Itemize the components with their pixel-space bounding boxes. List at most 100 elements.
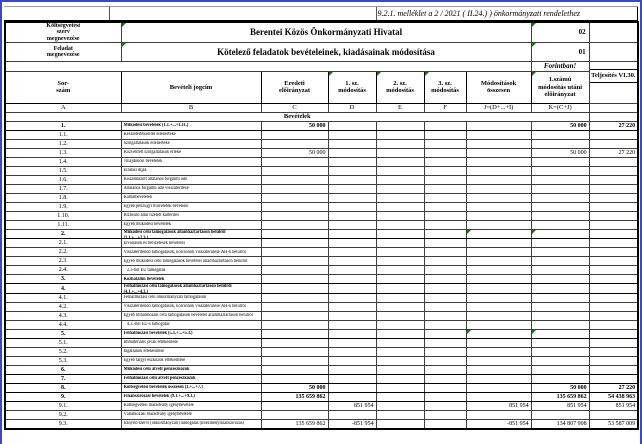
cell-mod3[interactable] xyxy=(423,293,467,304)
cell-eredeti[interactable] xyxy=(260,256,329,267)
cell-mod3[interactable] xyxy=(423,174,467,185)
cell-mod-total[interactable] xyxy=(465,410,532,421)
row-label-cell[interactable]: Egyéb működési bevételek xyxy=(120,219,262,230)
cell-mod1[interactable] xyxy=(327,228,377,240)
org-code[interactable]: 02 xyxy=(530,21,590,43)
cell-teljesites[interactable] xyxy=(588,293,639,304)
row-label-cell[interactable]: Felhalmozási célú önkormányzati támogatá… xyxy=(120,293,262,304)
row-label-cell[interactable]: Biztosító által fizetett kártérítés xyxy=(120,210,262,221)
cell-eredeti[interactable] xyxy=(260,302,329,313)
row-number-cell[interactable]: 6. xyxy=(4,365,122,376)
cell-mod3[interactable] xyxy=(423,274,467,285)
cell-after-mod[interactable] xyxy=(530,320,590,331)
cell-mod2[interactable] xyxy=(375,210,425,221)
cell-eredeti[interactable]: 50 000 xyxy=(260,120,329,131)
cell-mod-total[interactable] xyxy=(465,293,532,304)
row-number-cell[interactable]: 1.8. xyxy=(4,192,122,203)
cell-after-mod[interactable] xyxy=(530,219,590,230)
cell-mod-total[interactable] xyxy=(465,320,532,331)
cell-eredeti[interactable] xyxy=(260,238,329,249)
cell-mod1[interactable] xyxy=(327,156,377,167)
cell-after-mod[interactable]: 50 000 xyxy=(530,120,590,131)
cell-eredeti[interactable] xyxy=(260,365,329,376)
cell-mod2[interactable] xyxy=(375,183,425,194)
cell-eredeti[interactable] xyxy=(260,210,329,221)
row-label-cell[interactable]: Általános forgalmi adó visszatérítése xyxy=(120,183,262,194)
cell-mod-total[interactable]: -851 954 xyxy=(465,419,532,430)
row-label-cell[interactable]: Működési bevételek (1.1.+...+1.11.) xyxy=(120,120,262,131)
cell-mod-total[interactable] xyxy=(465,283,532,295)
cell-eredeti[interactable] xyxy=(260,192,329,203)
cell-mod1[interactable] xyxy=(327,338,377,349)
row-label-cell[interactable]: Ellátási díjak xyxy=(120,165,262,176)
cell-mod2[interactable] xyxy=(375,228,425,240)
cell-mod1[interactable] xyxy=(327,302,377,313)
cell-after-mod[interactable] xyxy=(530,347,590,358)
row-number-cell[interactable]: 9. xyxy=(4,392,122,403)
cell-mod1[interactable] xyxy=(327,320,377,331)
cell-mod2[interactable] xyxy=(375,265,425,276)
cell-mod2[interactable] xyxy=(375,129,425,140)
cell-teljesites[interactable] xyxy=(588,165,639,176)
cell-eredeti[interactable] xyxy=(260,165,329,176)
cell-eredeti[interactable] xyxy=(260,329,329,340)
row-number-cell[interactable]: 7. xyxy=(4,374,122,385)
cell-eredeti[interactable] xyxy=(260,274,329,285)
cell-mod2[interactable] xyxy=(375,293,425,304)
cell-mod2[interactable] xyxy=(375,156,425,167)
cell-mod2[interactable] xyxy=(375,147,425,158)
cell-mod1[interactable] xyxy=(327,192,377,203)
cell-mod3[interactable] xyxy=(423,329,467,340)
cell-teljesites[interactable] xyxy=(588,183,639,194)
cell-mod2[interactable] xyxy=(375,311,425,322)
cell-mod2[interactable] xyxy=(375,274,425,285)
cell-mod-total[interactable] xyxy=(465,392,532,403)
cell-after-mod[interactable] xyxy=(530,174,590,185)
cell-mod2[interactable] xyxy=(375,192,425,203)
cell-mod2[interactable] xyxy=(375,302,425,313)
cell-eredeti[interactable] xyxy=(260,201,329,212)
cell-mod2[interactable] xyxy=(375,165,425,176)
cell-mod-total[interactable] xyxy=(465,365,532,376)
cell-mod3[interactable] xyxy=(423,265,467,276)
cell-after-mod[interactable] xyxy=(530,165,590,176)
cell-mod-total[interactable] xyxy=(465,129,532,140)
cell-mod3[interactable] xyxy=(423,302,467,313)
cell-after-mod[interactable]: 50 000 xyxy=(530,383,590,394)
row-number-cell[interactable]: 9.2. xyxy=(4,410,122,421)
cell-mod-total[interactable] xyxy=(465,174,532,185)
cell-teljesites[interactable] xyxy=(588,256,639,267)
cell-eredeti[interactable] xyxy=(260,311,329,322)
cell-after-mod[interactable] xyxy=(530,338,590,349)
cell-mod2[interactable] xyxy=(375,256,425,267)
row-number-cell[interactable]: 4. xyxy=(4,283,122,295)
cell-after-mod[interactable]: 134 807 908 xyxy=(530,419,590,430)
row-label-cell[interactable]: Immateriális javak értékesítése xyxy=(120,338,262,349)
cell-teljesites[interactable] xyxy=(588,329,639,340)
cell-mod3[interactable] xyxy=(423,147,467,158)
cell-teljesites[interactable] xyxy=(588,283,639,295)
row-label-cell[interactable]: Irányító szervi (önkormányzati) támogatá… xyxy=(120,419,262,430)
cell-mod3[interactable] xyxy=(423,383,467,394)
cell-mod1[interactable] xyxy=(327,293,377,304)
cell-eredeti[interactable] xyxy=(260,247,329,258)
row-number-cell[interactable]: 2.3. xyxy=(4,256,122,267)
cell-mod-total[interactable] xyxy=(465,256,532,267)
cell-mod1[interactable] xyxy=(327,256,377,267)
cell-mod3[interactable] xyxy=(423,120,467,131)
row-number-cell[interactable]: 1.3. xyxy=(4,147,122,158)
cell-mod-total[interactable] xyxy=(465,311,532,322)
cell-after-mod[interactable] xyxy=(530,210,590,221)
row-number-cell[interactable]: 1.4. xyxy=(4,156,122,167)
row-number-cell[interactable]: 2.4. xyxy=(4,265,122,276)
cell-teljesites[interactable] xyxy=(588,174,639,185)
cell-after-mod[interactable] xyxy=(530,238,590,249)
row-label-cell[interactable]: Készletértékesítés ellenértéke xyxy=(120,129,262,140)
cell-mod1[interactable] xyxy=(327,410,377,421)
cell-teljesites[interactable] xyxy=(588,156,639,167)
cell-teljesites[interactable] xyxy=(588,320,639,331)
cell-mod-total[interactable] xyxy=(465,138,532,149)
cell-teljesites[interactable] xyxy=(588,228,639,240)
cell-mod1[interactable] xyxy=(327,174,377,185)
row-label-cell[interactable]: Közvetített szolgáltatások értéke xyxy=(120,147,262,158)
